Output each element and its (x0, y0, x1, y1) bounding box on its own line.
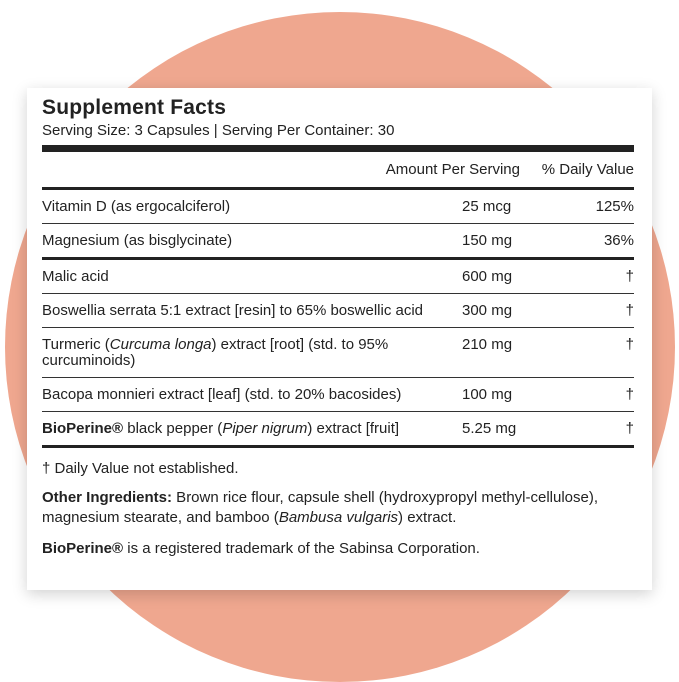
other-ingredients: Other Ingredients: Brown rice flour, cap… (42, 488, 634, 528)
text-segment: Brown rice flour, capsule shell (hydroxy… (42, 489, 599, 526)
divider (42, 187, 634, 190)
amount-header: Amount Per Serving (385, 161, 520, 178)
column-header: Amount Per Serving % Daily Value (42, 152, 634, 187)
text-segment: Curcuma longa (109, 336, 212, 353)
facts-panel: Supplement Facts Serving Size: 3 Capsule… (42, 96, 634, 559)
nutrient-name: Malic acid (42, 269, 454, 285)
daily-value: † (625, 268, 634, 285)
amount: 5.25 mg (462, 420, 517, 437)
amount: 600 mg (462, 268, 513, 285)
row-line (42, 327, 634, 328)
divider (42, 257, 634, 260)
text-segment: BioPerine® (42, 420, 124, 437)
text-segment: Turmeric ( (42, 336, 110, 353)
nutrient-row: BioPerine® black pepper (Piper nigrum) e… (42, 412, 634, 445)
daily-value: 125% (595, 198, 634, 215)
text-segment: Other Ingredients: (42, 489, 173, 506)
nutrient-name: BioPerine® black pepper (Piper nigrum) e… (42, 421, 454, 437)
row-line (42, 223, 634, 224)
divider (42, 145, 634, 152)
amount: 100 mg (462, 386, 513, 403)
amount: 300 mg (462, 302, 513, 319)
nutrient-name: Vitamin D (as ergocalciferol) (42, 199, 454, 215)
daily-value: † (625, 420, 634, 437)
text-segment: ) extract. (398, 509, 457, 526)
nutrient-row: Magnesium (as bisglycinate) 150 mg 36% (42, 224, 634, 257)
trademark-note: BioPerine® is a registered trademark of … (42, 539, 634, 559)
text-segment: ) extract [root] (std. to 95% curcuminoi… (42, 336, 389, 369)
nutrient-name: Magnesium (as bisglycinate) (42, 233, 454, 249)
divider (42, 445, 634, 448)
text-segment: Piper nigrum (222, 420, 308, 437)
text-segment: Vitamin D (as ergocalciferol) (42, 198, 231, 215)
nutrient-name: Bacopa monnieri extract [leaf] (std. to … (42, 387, 454, 403)
daily-value: † (625, 336, 634, 353)
text-segment: BioPerine® (42, 540, 124, 557)
text-segment: black pepper ( (123, 420, 223, 437)
daily-value: † (625, 302, 634, 319)
rows: Vitamin D (as ergocalciferol) 25 mcg 125% M… (42, 187, 634, 445)
amount: 25 mcg (462, 198, 512, 215)
nutrient-row: Malic acid 600 mg † (42, 260, 634, 293)
amount: 150 mg (462, 232, 513, 249)
text-segment: Bambusa vulgaris (278, 509, 399, 526)
text-segment: ) extract [fruit] (307, 420, 400, 437)
dv-header: % Daily Value (541, 161, 634, 178)
row-line (42, 377, 634, 378)
text-segment: Bacopa monnieri extract [leaf] (std. to … (42, 386, 402, 403)
nutrient-row: Bacopa monnieri extract [leaf] (std. to … (42, 378, 634, 411)
row-line (42, 293, 634, 294)
amount: 210 mg (462, 336, 513, 353)
footnote: † Daily Value not established. (42, 460, 239, 477)
nutrient-name: Turmeric (Curcuma longa) extract [root] … (42, 337, 454, 369)
daily-value: † (625, 386, 634, 403)
text-segment: Boswellia serrata 5:1 extract [resin] to… (42, 302, 424, 319)
title: Supplement Facts (42, 96, 227, 119)
nutrient-row: Boswellia serrata 5:1 extract [resin] to… (42, 294, 634, 327)
text-segment: is a registered trademark of the Sabinsa… (123, 540, 480, 557)
label-card: Supplement Facts Serving Size: 3 Capsule… (27, 88, 652, 590)
row-line (42, 411, 634, 412)
text-segment: Magnesium (as bisglycinate) (42, 232, 233, 249)
nutrient-row: Vitamin D (as ergocalciferol) 25 mcg 125% (42, 190, 634, 223)
nutrient-name: Boswellia serrata 5:1 extract [resin] to… (42, 303, 454, 319)
nutrient-row: Turmeric (Curcuma longa) extract [root] … (42, 328, 634, 377)
text-segment: Malic acid (42, 268, 109, 285)
serving-info: Serving Size: 3 Capsules | Serving Per C… (42, 122, 395, 139)
daily-value: 36% (603, 232, 634, 249)
